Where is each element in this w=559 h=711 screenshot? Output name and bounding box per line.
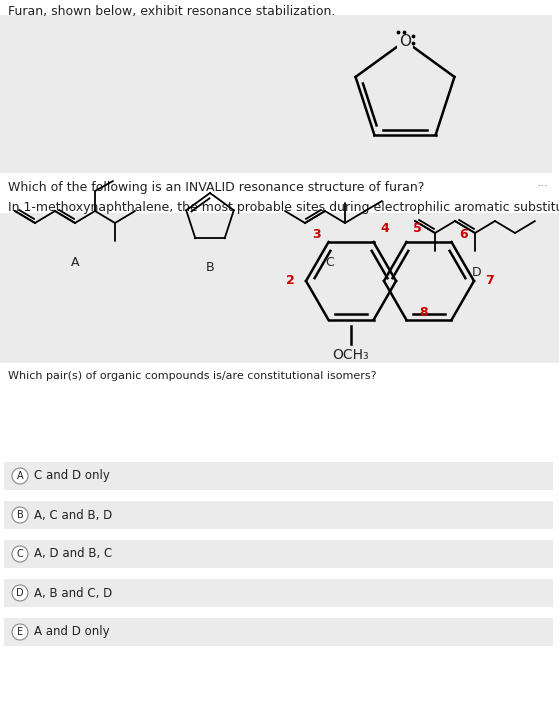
- Circle shape: [12, 624, 28, 640]
- FancyBboxPatch shape: [4, 462, 553, 490]
- Text: A and D only: A and D only: [34, 626, 110, 638]
- Text: 4: 4: [381, 222, 390, 235]
- FancyBboxPatch shape: [0, 15, 330, 173]
- Text: A, D and B, C: A, D and B, C: [34, 547, 112, 560]
- Text: A: A: [71, 256, 79, 269]
- Text: C and D only: C and D only: [34, 469, 110, 483]
- Text: A, B and C, D: A, B and C, D: [34, 587, 112, 599]
- FancyBboxPatch shape: [4, 540, 553, 568]
- FancyBboxPatch shape: [0, 213, 270, 363]
- FancyBboxPatch shape: [4, 501, 553, 529]
- Circle shape: [12, 585, 28, 601]
- FancyBboxPatch shape: [270, 213, 559, 363]
- Text: E: E: [17, 627, 23, 637]
- Text: ...: ...: [537, 176, 549, 189]
- Circle shape: [12, 546, 28, 562]
- Text: A: A: [17, 471, 23, 481]
- Text: 7: 7: [486, 274, 494, 287]
- Text: Which of the following is an INVALID resonance structure of furan?: Which of the following is an INVALID res…: [8, 181, 424, 194]
- Text: D: D: [16, 588, 24, 598]
- Text: B: B: [17, 510, 23, 520]
- Circle shape: [12, 507, 28, 523]
- Text: 3: 3: [312, 228, 321, 240]
- Text: Which pair(s) of organic compounds is/are constitutional isomers?: Which pair(s) of organic compounds is/ar…: [8, 371, 377, 381]
- Text: Furan, shown below, exhibit resonance stabilization.: Furan, shown below, exhibit resonance st…: [8, 5, 335, 18]
- Text: 8: 8: [420, 306, 428, 319]
- Text: B: B: [206, 261, 214, 274]
- FancyBboxPatch shape: [330, 15, 552, 173]
- Text: C: C: [17, 549, 23, 559]
- Text: 2: 2: [286, 274, 295, 287]
- Text: A, C and B, D: A, C and B, D: [34, 508, 112, 521]
- FancyBboxPatch shape: [4, 618, 553, 646]
- Text: 5: 5: [413, 222, 422, 235]
- Text: OCH₃: OCH₃: [333, 348, 369, 362]
- Text: D: D: [472, 266, 482, 279]
- Text: O: O: [399, 33, 411, 48]
- Text: C: C: [326, 256, 334, 269]
- FancyBboxPatch shape: [4, 579, 553, 607]
- Text: 6: 6: [459, 228, 468, 240]
- Text: In 1-methoxynaphthalene, the most probable sites during electrophilic aromatic s: In 1-methoxynaphthalene, the most probab…: [8, 201, 559, 214]
- Circle shape: [12, 468, 28, 484]
